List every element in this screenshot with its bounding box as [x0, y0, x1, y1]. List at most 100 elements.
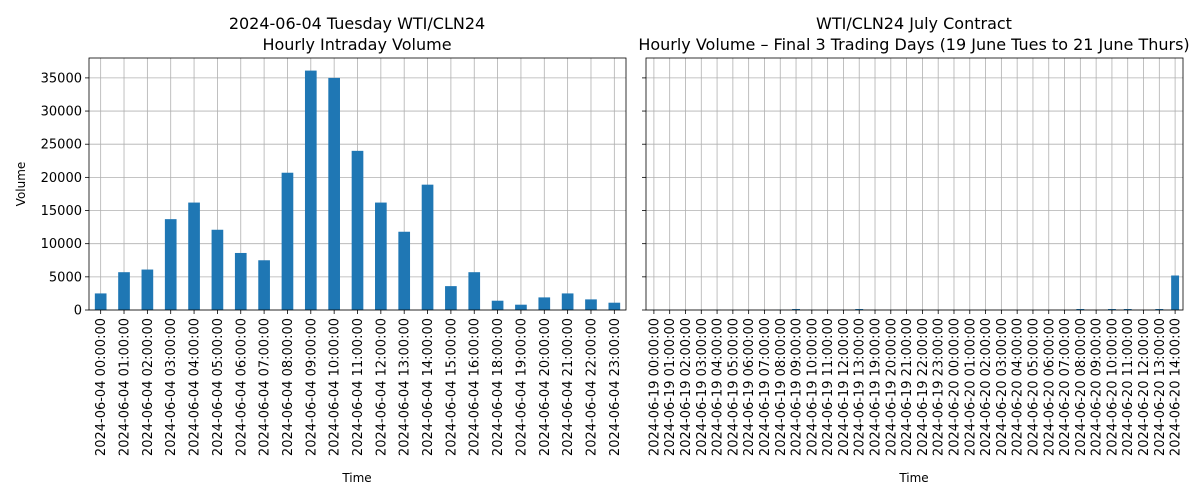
left-bar — [351, 150, 364, 310]
chart-right-y-axis — [642, 77, 646, 311]
right-x-tick-label: 2024-06-20 03:00:00 — [995, 318, 1010, 456]
left-x-tick-label: 2024-06-04 15:00:00 — [444, 318, 459, 456]
left-bar — [421, 184, 434, 310]
left-y-tick-label: 0 — [74, 304, 82, 319]
chart-left: 2024-06-04 Tuesday WTI/CLN24 Hourly Intr… — [14, 14, 627, 485]
left-bar — [375, 202, 387, 310]
left-x-tick-label: 2024-06-04 12:00:00 — [374, 318, 389, 456]
left-x-tick-label: 2024-06-04 23:00:00 — [608, 318, 623, 456]
chart-right-x-axis: 2024-06-19 00:00:00 2024-06-19 01:00:00 20… — [647, 310, 1184, 456]
right-x-tick-label: 2024-06-20 05:00:00 — [1026, 318, 1041, 456]
right-x-tick-label: 2024-06-20 09:00:00 — [1090, 318, 1105, 456]
right-x-tick-label: 2024-06-19 19:00:00 — [869, 318, 884, 456]
right-x-tick-label: 2024-06-19 10:00:00 — [805, 318, 820, 456]
left-x-tick-label: 2024-06-04 02:00:00 — [141, 318, 156, 456]
left-bar — [258, 260, 270, 310]
right-x-tick-label: 2024-06-19 03:00:00 — [695, 318, 710, 456]
left-bar — [328, 77, 340, 310]
left-x-tick-label: 2024-06-04 14:00:00 — [421, 318, 436, 456]
left-bar — [94, 293, 107, 310]
right-x-tick-label: 2024-06-20 11:00:00 — [1121, 318, 1136, 456]
left-bar — [608, 302, 621, 310]
right-x-tick-label: 2024-06-20 04:00:00 — [1011, 318, 1026, 456]
right-bar — [1123, 309, 1132, 310]
left-bar — [211, 229, 224, 310]
left-bar — [188, 202, 200, 310]
right-x-tick-label: 2024-06-20 14:00:00 — [1169, 318, 1184, 456]
left-y-tick-label: 30000 — [41, 105, 82, 120]
right-x-tick-label: 2024-06-19 20:00:00 — [884, 318, 899, 456]
right-x-tick-label: 2024-06-19 12:00:00 — [837, 318, 852, 456]
left-x-tick-label: 2024-06-04 00:00:00 — [94, 318, 109, 456]
left-x-tick-label: 2024-06-04 06:00:00 — [234, 318, 249, 456]
left-x-tick-label: 2024-06-04 08:00:00 — [281, 318, 296, 456]
left-x-tick-label: 2024-06-04 21:00:00 — [561, 318, 576, 456]
left-bar — [398, 231, 411, 310]
right-x-tick-label: 2024-06-20 02:00:00 — [979, 318, 994, 456]
right-x-tick-label: 2024-06-20 07:00:00 — [1058, 318, 1073, 456]
right-x-tick-label: 2024-06-20 08:00:00 — [1074, 318, 1089, 456]
left-y-tick-label: 5000 — [49, 270, 82, 285]
left-y-tick-label: 10000 — [41, 237, 82, 252]
right-x-tick-label: 2024-06-19 22:00:00 — [916, 318, 931, 456]
right-bar — [1155, 309, 1164, 310]
left-x-tick-label: 2024-06-04 13:00:00 — [398, 318, 413, 456]
left-bar — [164, 219, 177, 310]
right-x-tick-label: 2024-06-19 06:00:00 — [742, 318, 757, 456]
chart-left-x-axis-label: Time — [341, 471, 371, 485]
left-x-tick-label: 2024-06-04 05:00:00 — [211, 318, 226, 456]
right-x-tick-label: 2024-06-19 23:00:00 — [932, 318, 947, 456]
right-x-tick-label: 2024-06-19 05:00:00 — [726, 318, 741, 456]
chart-right-grid — [646, 58, 1183, 311]
left-x-tick-label: 2024-06-04 22:00:00 — [584, 318, 599, 456]
right-x-tick-label: 2024-06-19 13:00:00 — [853, 318, 868, 456]
right-x-tick-label: 2024-06-20 10:00:00 — [1105, 318, 1120, 456]
right-x-tick-label: 2024-06-19 08:00:00 — [774, 318, 789, 456]
chart-right-x-axis-label: Time — [898, 471, 928, 485]
right-bar — [792, 309, 800, 310]
left-y-tick-label: 35000 — [41, 71, 82, 86]
left-y-tick-label: 15000 — [41, 204, 82, 219]
right-x-tick-label: 2024-06-19 07:00:00 — [758, 318, 773, 456]
right-x-tick-label: 2024-06-19 04:00:00 — [711, 318, 726, 456]
left-bar — [538, 297, 551, 310]
left-y-tick-label: 25000 — [41, 138, 82, 153]
right-x-tick-label: 2024-06-20 06:00:00 — [1042, 318, 1057, 456]
right-x-tick-label: 2024-06-20 00:00:00 — [947, 318, 962, 456]
left-bar — [281, 172, 294, 310]
chart-left-bars — [94, 70, 621, 310]
left-bar — [468, 272, 481, 310]
chart-right-subtitle: Hourly Volume – Final 3 Trading Days (19… — [638, 35, 1189, 54]
right-x-tick-label: 2024-06-19 00:00:00 — [647, 318, 662, 456]
right-bar — [1076, 309, 1085, 310]
left-bar — [234, 252, 247, 310]
left-bar — [585, 299, 597, 310]
chart-right-title: WTI/CLN24 July Contract — [816, 14, 1012, 33]
left-bar — [561, 293, 574, 310]
right-x-tick-label: 2024-06-19 21:00:00 — [900, 318, 915, 456]
right-x-tick-label: 2024-06-19 02:00:00 — [679, 318, 694, 456]
left-bar — [304, 70, 317, 310]
right-x-tick-label: 2024-06-19 01:00:00 — [663, 318, 678, 456]
left-bar — [491, 300, 504, 310]
left-y-tick-label: 20000 — [41, 171, 82, 186]
left-bar — [445, 286, 457, 310]
chart-right-frame — [645, 57, 1184, 311]
left-x-tick-label: 2024-06-04 11:00:00 — [351, 318, 366, 456]
right-bar — [855, 309, 864, 310]
left-x-tick-label: 2024-06-04 07:00:00 — [258, 318, 273, 456]
chart-left-y-axis: 0 5000 10000 15000 20000 25000 30000 35000 — [41, 71, 89, 319]
chart-left-subtitle: Hourly Intraday Volume — [262, 35, 451, 54]
right-x-tick-label: 2024-06-20 13:00:00 — [1153, 318, 1168, 456]
left-bar — [118, 272, 130, 310]
left-x-tick-label: 2024-06-04 01:00:00 — [118, 318, 133, 456]
right-x-tick-label: 2024-06-19 09:00:00 — [790, 318, 805, 456]
left-x-tick-label: 2024-06-04 20:00:00 — [538, 318, 553, 456]
left-x-tick-label: 2024-06-04 04:00:00 — [188, 318, 203, 456]
left-bar — [141, 269, 154, 310]
chart-left-y-axis-label: Volume — [14, 162, 28, 207]
left-bar — [515, 304, 527, 310]
left-x-tick-label: 2024-06-04 09:00:00 — [304, 318, 319, 456]
chart-left-x-axis: 2024-06-04 00:00:00 2024-06-04 01:00:00 20… — [94, 310, 623, 456]
